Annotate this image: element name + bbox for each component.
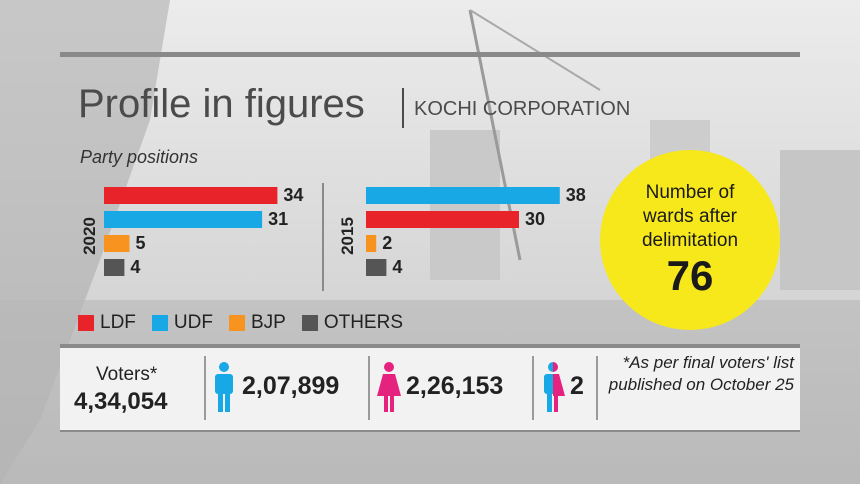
- bar-label-2020-others: 4: [130, 257, 140, 277]
- legend-swatch-others: [301, 315, 318, 331]
- title-separator: [402, 88, 404, 128]
- bar-2015-udf: [366, 187, 560, 204]
- page-title: Profile in figures: [78, 82, 365, 126]
- bar-2020-udf: [104, 211, 263, 228]
- voters-footnote: *As per final voters' list published on …: [608, 353, 794, 394]
- bar-label-2020-ldf: 34: [283, 185, 303, 205]
- bar-2020-others: [104, 259, 125, 276]
- voters-panel: [60, 344, 800, 432]
- chart-legend: LDF UDF BJP OTHERS: [78, 312, 403, 334]
- voters-label: Voters*: [96, 364, 158, 385]
- voters-divider: [596, 356, 598, 420]
- legend-label-others: OTHERS: [323, 312, 404, 333]
- legend-item-others: OTHERS: [301, 312, 404, 334]
- voters-divider: [368, 356, 370, 420]
- bar-label-2015-ldf: 30: [525, 209, 545, 229]
- transgender-voters: 2: [570, 372, 584, 400]
- legend-swatch-udf: [151, 315, 168, 331]
- legend-label-udf: UDF: [173, 312, 213, 333]
- chart-divider: [322, 183, 324, 291]
- bar-2015-ldf: [366, 211, 519, 228]
- bar-label-2020-udf: 31: [268, 209, 288, 229]
- voters-divider: [204, 356, 206, 420]
- bar-label-2020-bjp: 5: [136, 233, 146, 253]
- legend-item-udf: UDF: [151, 312, 213, 334]
- legend-label-bjp: BJP: [250, 312, 286, 333]
- female-voters: 2,26,153: [406, 372, 504, 400]
- bar-label-2015-others: 4: [392, 257, 402, 277]
- voters-total: 4,34,054: [74, 388, 168, 415]
- wards-label: Number of wards after delimitation: [641, 182, 739, 251]
- male-icon: [215, 362, 233, 412]
- page-subtitle: KOCHI CORPORATION: [414, 98, 631, 120]
- wards-value: 76: [666, 252, 714, 299]
- male-voters: 2,07,899: [242, 372, 340, 400]
- legend-swatch-ldf: [78, 315, 94, 331]
- top-rule: [60, 52, 800, 57]
- bar-2020-ldf: [104, 187, 278, 204]
- bar-label-2015-udf: 38: [566, 185, 586, 205]
- section-label: Party positions: [80, 147, 199, 167]
- female-icon: [377, 362, 401, 412]
- wards-badge: Number of wards after delimitation 76: [600, 150, 780, 330]
- voters-divider: [532, 356, 534, 420]
- legend-label-ldf: LDF: [100, 312, 136, 333]
- bar-2015-others: [366, 259, 387, 276]
- legend-item-bjp: BJP: [228, 312, 286, 334]
- bar-label-2015-bjp: 2: [382, 233, 392, 253]
- bar-2020-bjp: [104, 235, 130, 252]
- legend-item-ldf: LDF: [78, 312, 136, 334]
- transgender-icon: [544, 362, 565, 412]
- bar-2015-bjp: [366, 235, 377, 252]
- legend-swatch-bjp: [228, 315, 245, 331]
